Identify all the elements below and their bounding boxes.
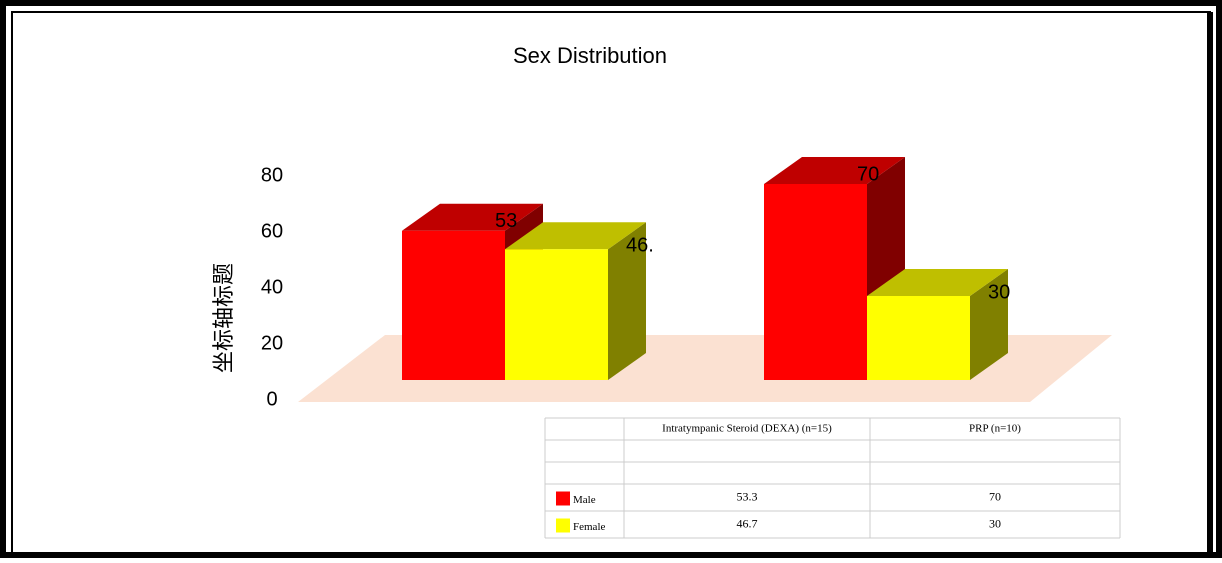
bar	[402, 230, 505, 380]
bar-side	[970, 269, 1008, 380]
legend-label: Male	[573, 494, 596, 506]
y-axis-title: 坐标轴标题	[211, 263, 236, 373]
bar-top	[764, 157, 905, 184]
bar-top	[505, 222, 646, 250]
data-label: 70	[857, 163, 879, 185]
y-tick-label: 20	[261, 332, 283, 354]
y-tick-label: 60	[261, 220, 283, 242]
y-tick-label: 40	[261, 276, 283, 298]
legend-swatch	[556, 518, 570, 533]
bar-top	[402, 203, 543, 231]
table-cell: 70	[989, 489, 1001, 503]
bar-side	[608, 222, 646, 380]
data-label: 46.	[626, 235, 654, 257]
bar	[505, 249, 608, 380]
legend-label: Female	[573, 521, 605, 533]
data-label: 53	[495, 210, 517, 232]
bar	[867, 296, 970, 380]
table-cell: 53.3	[737, 489, 758, 503]
table-header: PRP (n=10)	[969, 423, 1021, 435]
legend-swatch	[556, 491, 570, 506]
table-cell: 46.7	[737, 516, 758, 530]
table-cell: 30	[989, 516, 1001, 530]
bar	[764, 184, 867, 380]
y-tick-label: 0	[266, 388, 277, 410]
chart-title: Sex Distribution	[513, 43, 667, 68]
data-label: 30	[988, 281, 1010, 303]
table-header: Intratympanic Steroid (DEXA) (n=15)	[662, 423, 832, 435]
y-tick-label: 80	[261, 164, 283, 186]
bar-top	[867, 269, 1008, 296]
